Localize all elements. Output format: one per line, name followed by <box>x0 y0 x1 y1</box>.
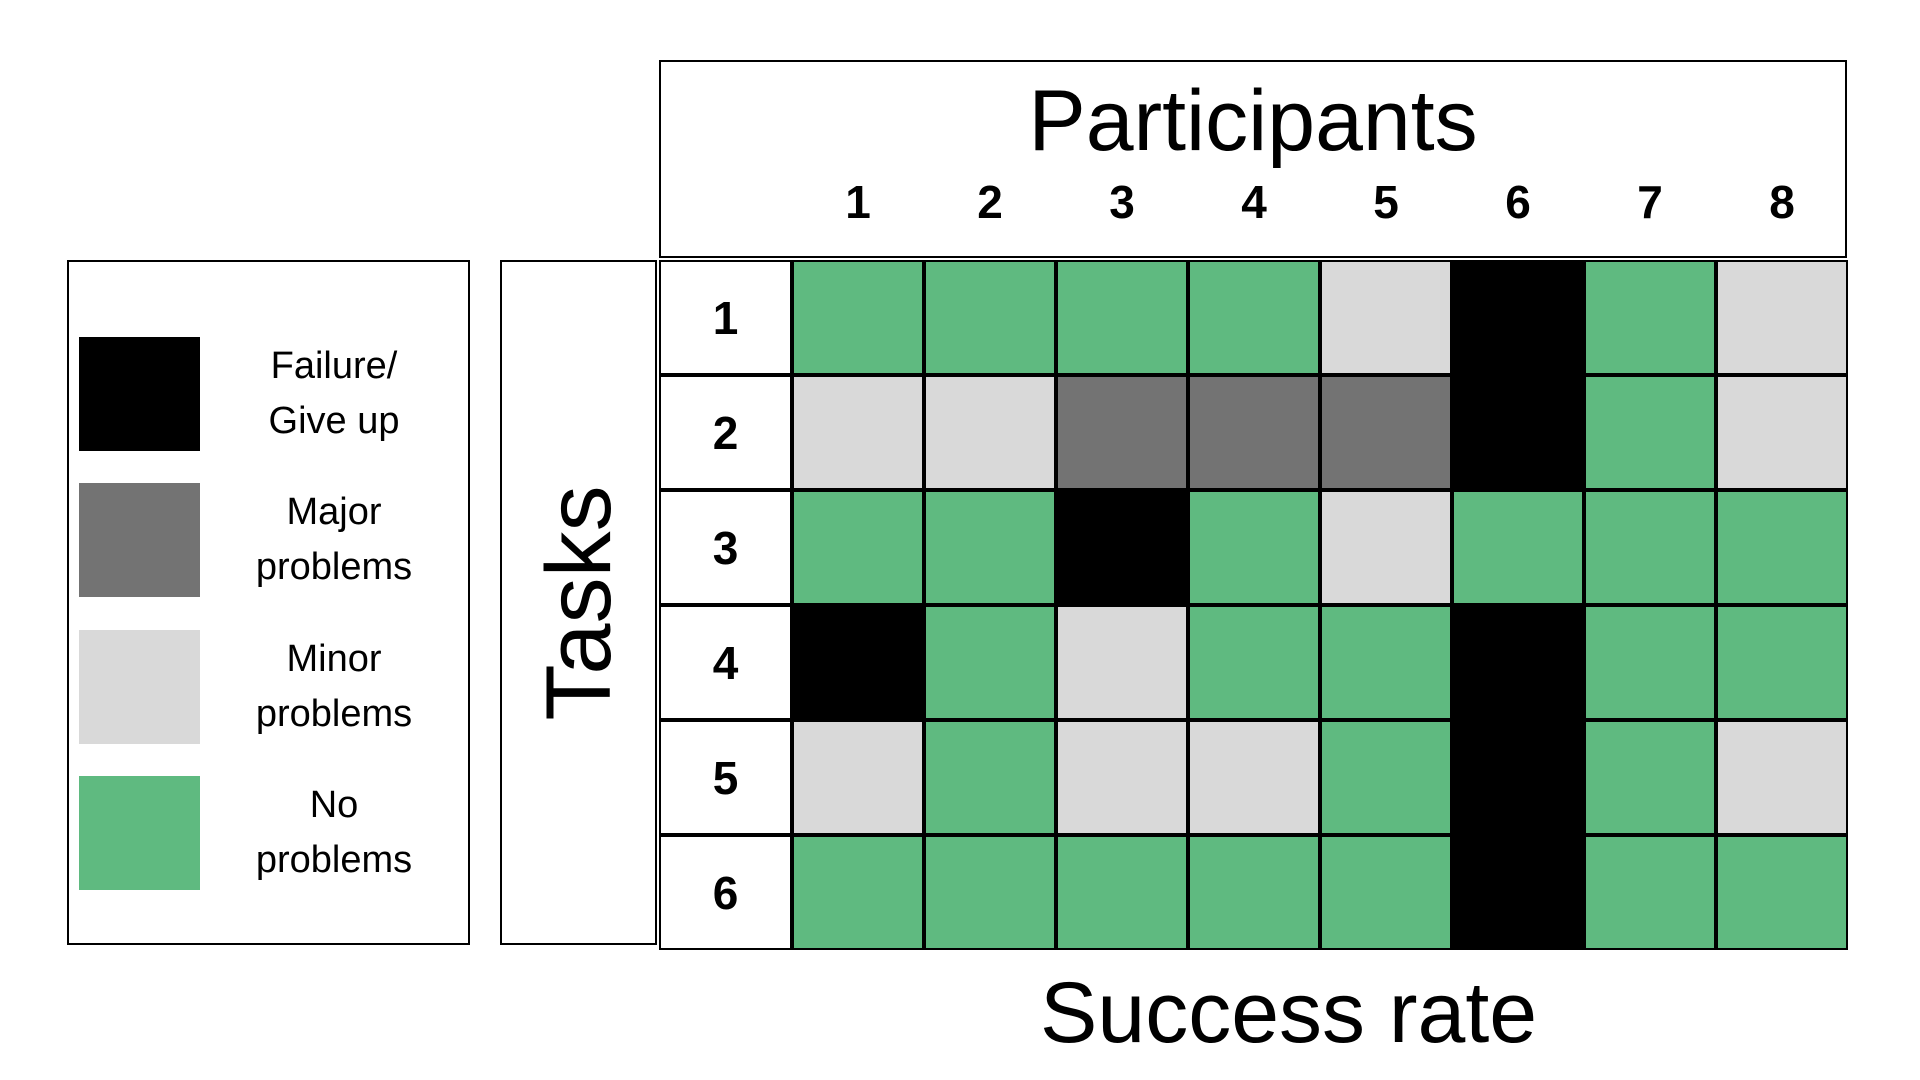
heatmap-cell <box>1056 490 1188 605</box>
legend-label-failure: Failure/ Give up <box>268 344 400 442</box>
heatmap-cell <box>1320 720 1452 835</box>
row-label-task-6: 6 <box>659 835 792 950</box>
heatmap-cell <box>1584 260 1716 375</box>
heatmap-cell <box>924 260 1056 375</box>
column-label-participant-7: 7 <box>1637 176 1663 228</box>
heatmap-cell <box>1584 375 1716 490</box>
x-axis-label: Success rate <box>1040 965 1538 1061</box>
legend: Failure/ Give up Major problems Minor prob… <box>67 260 470 945</box>
row-label-task-2: 2 <box>659 375 792 490</box>
heatmap-cell <box>792 260 924 375</box>
heatmap-cell <box>1584 490 1716 605</box>
heatmap-cell <box>1188 605 1320 720</box>
column-label-participant-5: 5 <box>1373 176 1399 228</box>
heatmap-cell <box>1056 260 1188 375</box>
heatmap-cell <box>1056 605 1188 720</box>
legend-item-minor: Minor problems <box>69 630 468 748</box>
heatmap-cell <box>1188 720 1320 835</box>
heatmap-cell <box>1188 375 1320 490</box>
row-label-task-4: 4 <box>659 605 792 720</box>
heatmap-cell <box>924 605 1056 720</box>
heatmap-cell <box>1716 375 1848 490</box>
heatmap-cell <box>1188 490 1320 605</box>
heatmap-cell <box>792 835 924 950</box>
heatmap-cell <box>1320 835 1452 950</box>
heatmap-cell <box>1716 260 1848 375</box>
column-label-participant-2: 2 <box>977 176 1003 228</box>
legend-swatch-major <box>79 483 200 597</box>
heatmap-cell <box>1320 375 1452 490</box>
legend-swatch-none <box>79 776 200 890</box>
column-label-participant-1: 1 <box>845 176 871 228</box>
legend-label-none: No problems <box>255 783 413 881</box>
heatmap-cell <box>792 375 924 490</box>
heatmap-cell <box>1188 835 1320 950</box>
y-axis-label: Tasks <box>527 484 630 721</box>
heatmap-cell <box>924 835 1056 950</box>
legend-label-major: Major problems <box>255 490 413 588</box>
column-label-participant-6: 6 <box>1505 176 1531 228</box>
heatmap-cell <box>1056 720 1188 835</box>
column-label-participant-4: 4 <box>1241 176 1267 228</box>
participants-header: Participants <box>659 60 1847 258</box>
heatmap-cell <box>1188 260 1320 375</box>
heatmap-cell <box>1452 375 1584 490</box>
row-label-task-1: 1 <box>659 260 792 375</box>
heatmap-cell <box>1584 835 1716 950</box>
row-label-task-3: 3 <box>659 490 792 605</box>
heatmap-cell <box>1716 835 1848 950</box>
heatmap-cell <box>1716 605 1848 720</box>
heatmap-cell <box>1716 490 1848 605</box>
heatmap-cell <box>1320 605 1452 720</box>
heatmap-cell <box>792 490 924 605</box>
legend-item-none: No problems <box>69 776 468 894</box>
tasks-axis-box: Tasks <box>500 260 657 945</box>
heatmap-cell <box>1584 605 1716 720</box>
heatmap-cell <box>792 720 924 835</box>
heatmap-cell <box>924 375 1056 490</box>
chart-title: Participants <box>1028 73 1478 169</box>
heatmap-cell <box>1320 490 1452 605</box>
column-label-participant-8: 8 <box>1769 176 1795 228</box>
legend-item-major: Major problems <box>69 483 468 601</box>
column-label-participant-3: 3 <box>1109 176 1135 228</box>
legend-label-minor: Minor problems <box>255 637 413 735</box>
heatmap-cell <box>1452 720 1584 835</box>
heatmap-cell <box>1452 835 1584 950</box>
legend-item-failure: Failure/ Give up <box>69 337 468 455</box>
legend-swatch-failure <box>79 337 200 451</box>
row-label-task-5: 5 <box>659 720 792 835</box>
heatmap-cell <box>1452 605 1584 720</box>
heatmap-cell <box>792 605 924 720</box>
heatmap-cell <box>1716 720 1848 835</box>
heatmap-cell <box>1452 260 1584 375</box>
heatmap-cell <box>1056 375 1188 490</box>
heatmap-cell <box>1056 835 1188 950</box>
heatmap-cell <box>1452 490 1584 605</box>
heatmap-cell <box>1584 720 1716 835</box>
heatmap-cell <box>924 720 1056 835</box>
heatmap-cell <box>1320 260 1452 375</box>
legend-swatch-minor <box>79 630 200 744</box>
heatmap-cell <box>924 490 1056 605</box>
